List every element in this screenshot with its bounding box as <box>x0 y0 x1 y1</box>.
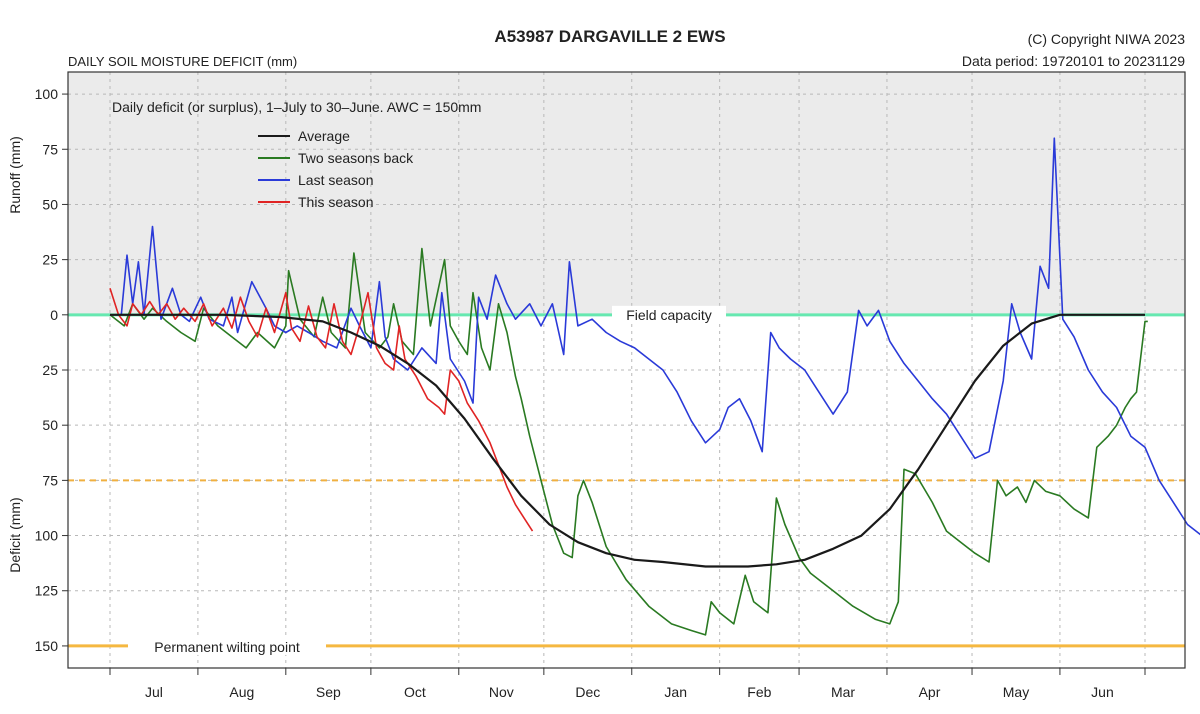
x-tick-label: Sep <box>316 684 341 700</box>
y-label-deficit: Deficit (mm) <box>7 497 23 572</box>
x-tick-label: Dec <box>575 684 600 700</box>
x-tick-label: Nov <box>489 684 514 700</box>
legend-entry: This season <box>298 194 373 210</box>
y-tick-label: 100 <box>35 528 59 544</box>
x-tick-label: Mar <box>831 684 855 700</box>
x-tick-label: Oct <box>404 684 426 700</box>
x-tick-label: Apr <box>919 684 941 700</box>
legend: Average Two seasons back Last season This s… <box>258 128 414 210</box>
chart-note: Daily deficit (or surplus), 1–July to 30… <box>112 99 481 115</box>
plot-area: Field capacity Permanent wilting point 100… <box>35 71 1200 700</box>
series-line-last-season <box>110 137 1200 536</box>
series-line-average <box>110 313 1145 568</box>
copyright-text: (C) Copyright NIWA 2023 <box>1028 31 1186 47</box>
x-tick-label: Jul <box>145 684 163 700</box>
chart-title: A53987 DARGAVILLE 2 EWS <box>494 27 725 46</box>
legend-entry: Two seasons back <box>298 150 414 166</box>
y-tick-label: 75 <box>42 141 58 157</box>
x-tick-label: May <box>1003 684 1029 700</box>
y-tick-label: 25 <box>42 362 58 378</box>
x-tick-label: Jan <box>664 684 687 700</box>
legend-entry: Average <box>298 128 350 144</box>
x-tick-label: Aug <box>229 684 254 700</box>
y-label-runoff: Runoff (mm) <box>7 136 23 214</box>
wilting-point-label-bg <box>128 636 326 655</box>
runoff-shading <box>68 72 1185 315</box>
y-tick-label: 50 <box>42 417 58 433</box>
y-tick-label: 25 <box>42 252 58 268</box>
chart-subtitle: DAILY SOIL MOISTURE DEFICIT (mm) <box>68 54 297 69</box>
legend-entry: Last season <box>298 172 374 188</box>
y-tick-label: 100 <box>35 86 59 102</box>
series-line-this-season <box>109 288 534 532</box>
series-line-two-seasons-back <box>109 247 1148 636</box>
wilting-point-label: Permanent wilting point <box>154 639 300 655</box>
x-tick-label: Jun <box>1091 684 1114 700</box>
y-tick-label: 75 <box>42 472 58 488</box>
x-tick-label: Feb <box>747 684 771 700</box>
y-tick-label: 50 <box>42 196 58 212</box>
y-tick-label: 125 <box>35 583 59 599</box>
field-capacity-label: Field capacity <box>626 307 712 323</box>
y-tick-label: 0 <box>50 307 58 323</box>
data-period-text: Data period: 19720101 to 20231129 <box>962 53 1185 69</box>
field-capacity-label-bg <box>612 305 726 324</box>
y-tick-label: 150 <box>35 638 59 654</box>
